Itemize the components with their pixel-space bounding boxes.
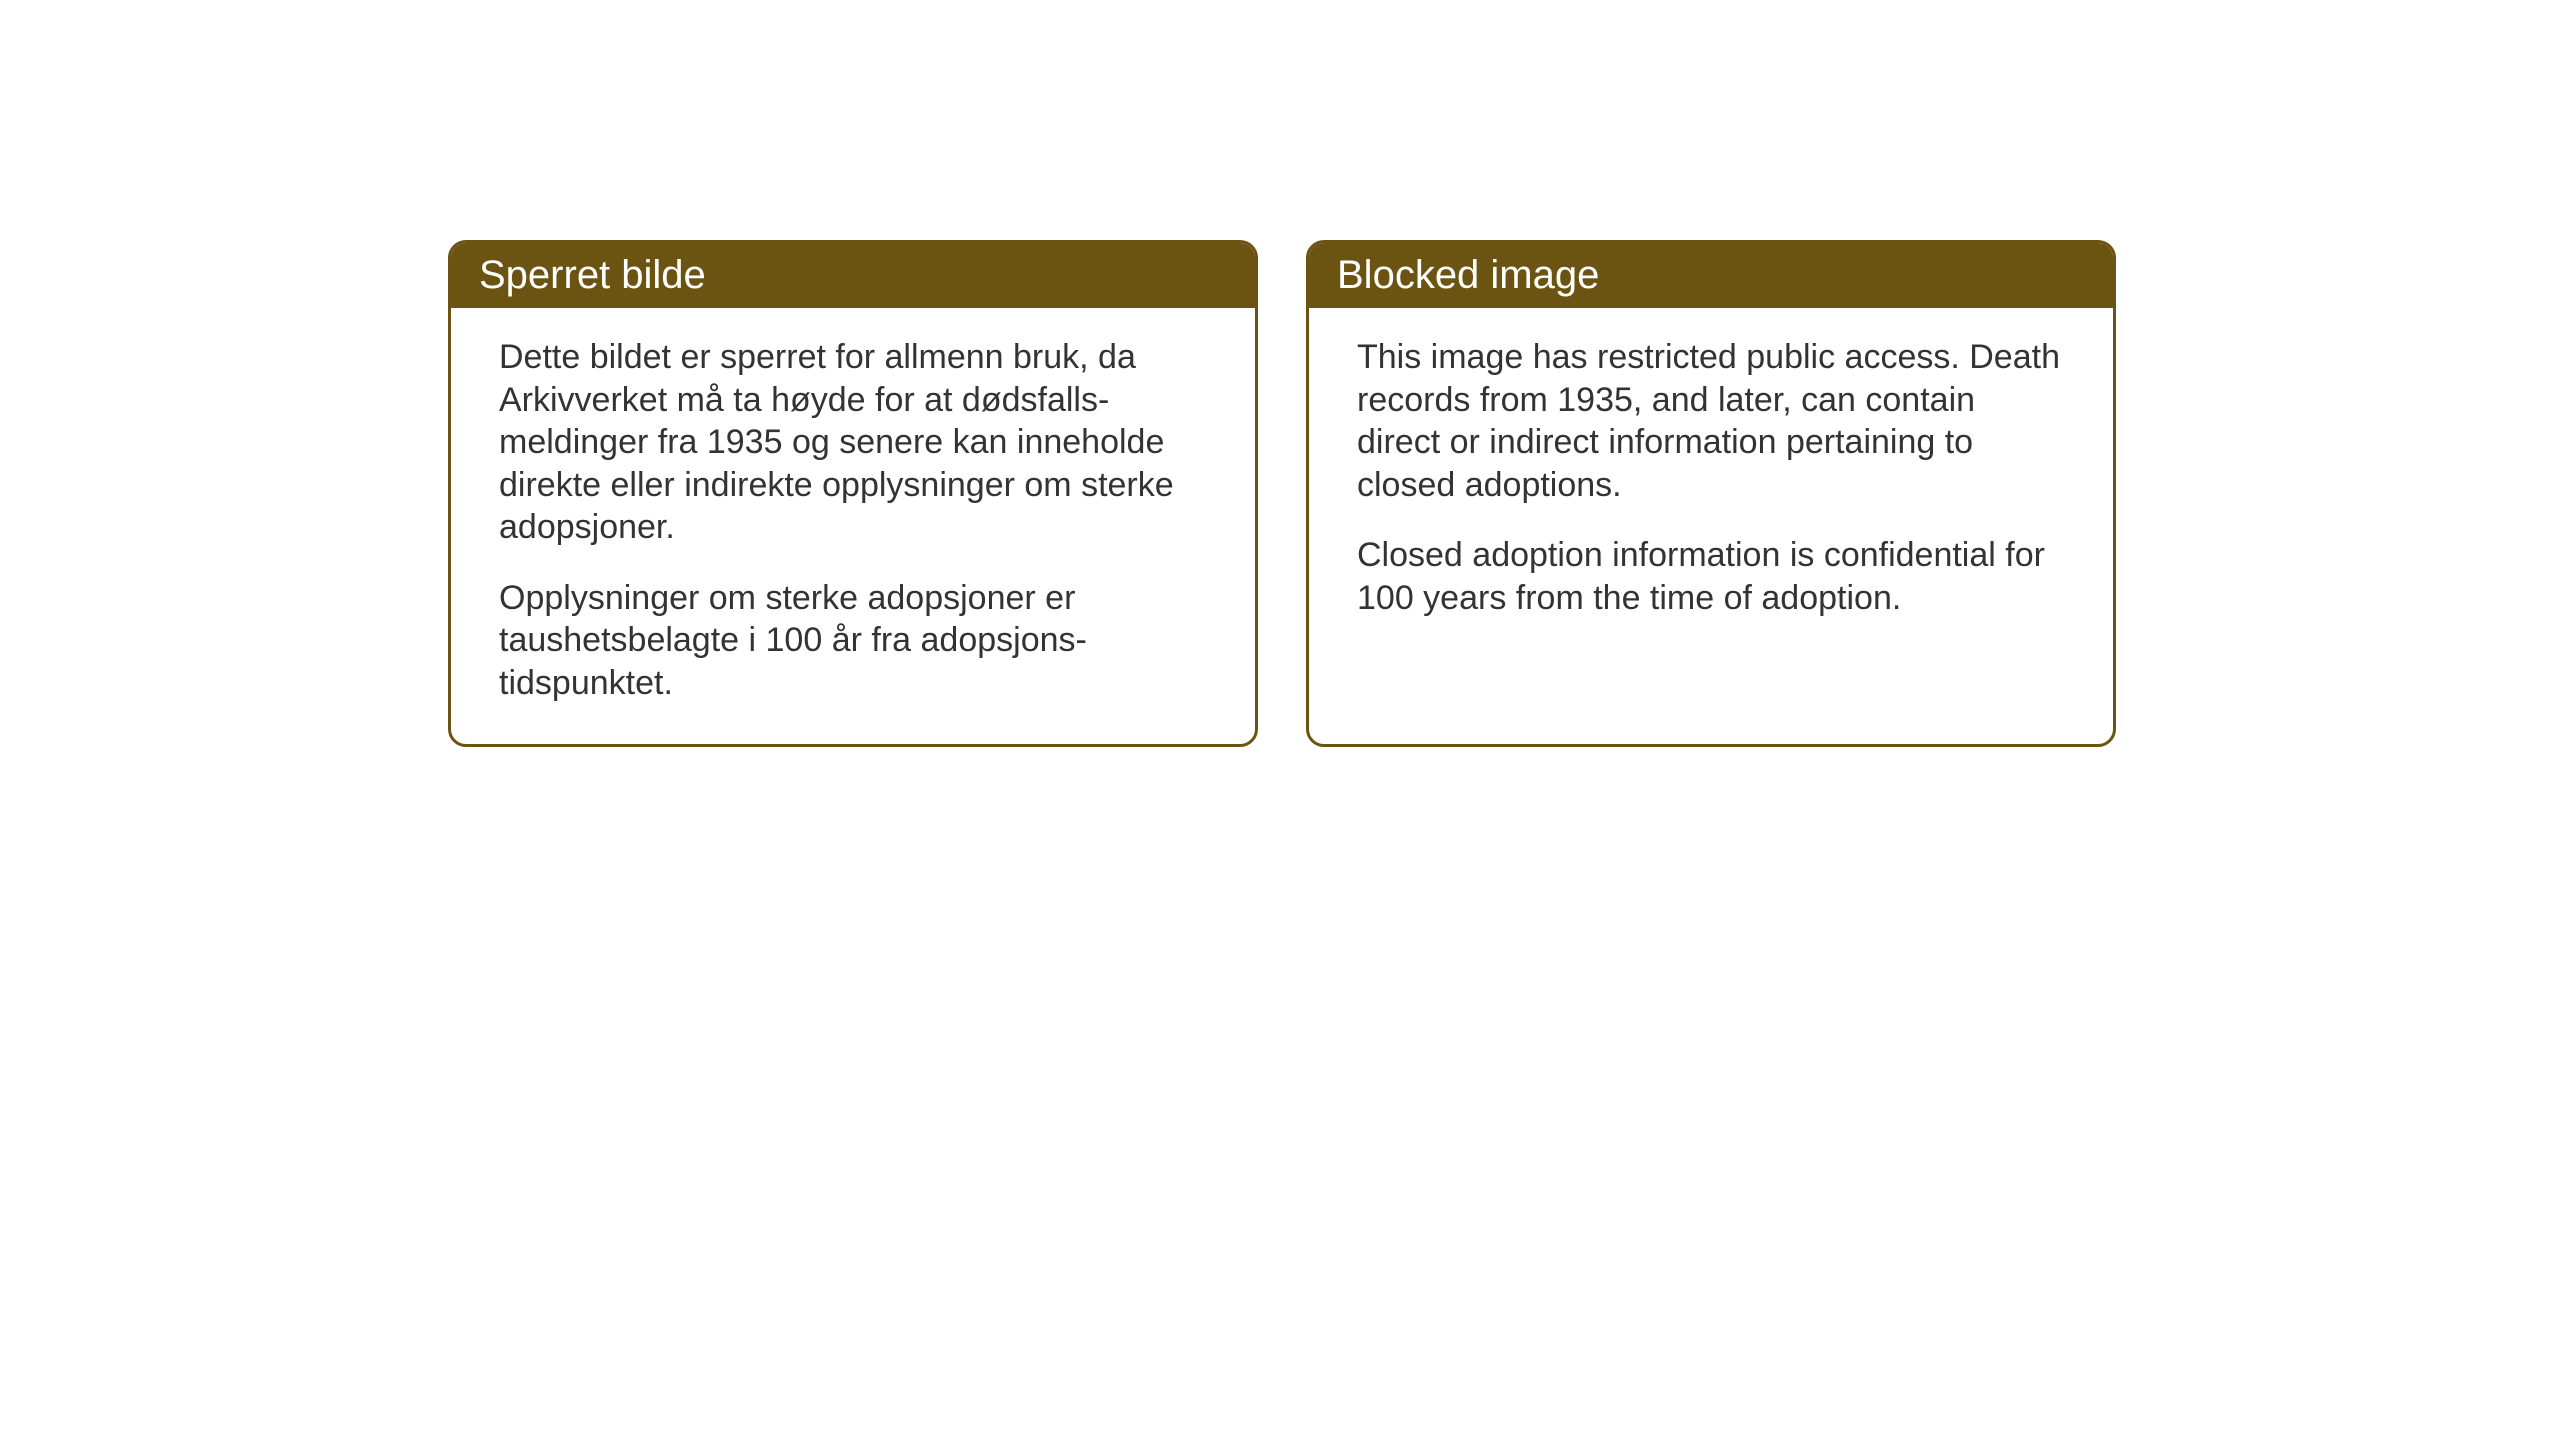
card-body-norwegian: Dette bildet er sperret for allmenn bruk…	[451, 308, 1255, 744]
info-cards-container: Sperret bilde Dette bildet er sperret fo…	[448, 240, 2116, 747]
info-card-english: Blocked image This image has restricted …	[1306, 240, 2116, 747]
card-body-english: This image has restricted public access.…	[1309, 308, 2113, 659]
card-header-norwegian: Sperret bilde	[451, 243, 1255, 308]
card-title-english: Blocked image	[1337, 253, 1599, 297]
card-header-english: Blocked image	[1309, 243, 2113, 308]
card-paragraph-1-english: This image has restricted public access.…	[1357, 336, 2065, 506]
card-paragraph-1-norwegian: Dette bildet er sperret for allmenn bruk…	[499, 336, 1207, 549]
card-title-norwegian: Sperret bilde	[479, 253, 706, 297]
card-paragraph-2-english: Closed adoption information is confident…	[1357, 534, 2065, 619]
card-paragraph-2-norwegian: Opplysninger om sterke adopsjoner er tau…	[499, 577, 1207, 705]
info-card-norwegian: Sperret bilde Dette bildet er sperret fo…	[448, 240, 1258, 747]
